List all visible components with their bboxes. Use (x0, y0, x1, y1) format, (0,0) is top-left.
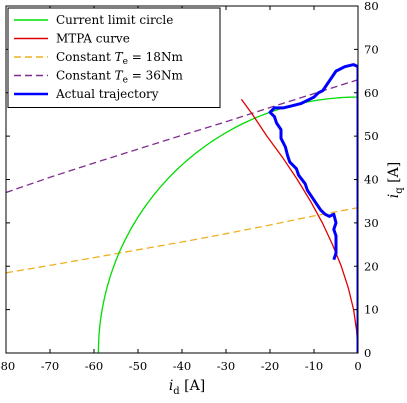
x-tick-label: 0 (354, 359, 361, 373)
y-tick-label: 50 (364, 129, 379, 143)
y-tick-label: 80 (364, 0, 379, 13)
constant-te-36nm-line (6, 79, 358, 194)
mtpa-curve-line (240, 98, 358, 353)
axis-ticks: -80 -70 -60 -50 -40 -30 -20 -10 00 10 20 30 40 50 60 70… (0, 0, 379, 373)
y-tick-label: 70 (364, 42, 379, 56)
y-tick-label: 10 (364, 303, 379, 317)
x-tick-label: -40 (173, 359, 192, 373)
y-tick-label: 60 (364, 86, 379, 100)
legend-label: MTPA curve (56, 32, 130, 46)
y-tick-label: 20 (364, 259, 379, 273)
legend-label: Constant Te = 36Nm (56, 69, 183, 86)
svg-text:iq [A]: iq [A] (386, 162, 405, 198)
x-axis-title: id [A] (169, 378, 205, 397)
x-tick-label: -20 (261, 359, 280, 373)
y-tick-label: 30 (364, 216, 379, 230)
y-axis-title: iq [A] (386, 162, 405, 198)
constant-te-18nm-line (6, 207, 358, 274)
x-tick-label: -50 (129, 359, 148, 373)
y-tick-label: 40 (364, 173, 379, 187)
x-tick-label: -30 (217, 359, 236, 373)
legend-label: Current limit circle (56, 13, 173, 27)
current-limit-circle-line (97, 96, 358, 353)
legend-label: Constant Te = 18Nm (56, 50, 183, 67)
actual-trajectory-line (268, 63, 358, 353)
legend-box (7, 7, 221, 108)
y-tick-label: 0 (364, 346, 371, 360)
plot-lines (6, 63, 358, 353)
x-tick-label: -80 (0, 359, 15, 373)
x-tick-label: -10 (305, 359, 324, 373)
x-tick-label: -70 (41, 359, 60, 373)
legend: Current limit circle MTPA curve Constant T… (7, 7, 221, 108)
x-tick-label: -60 (85, 359, 104, 373)
legend-label: Actual trajectory (55, 87, 159, 101)
